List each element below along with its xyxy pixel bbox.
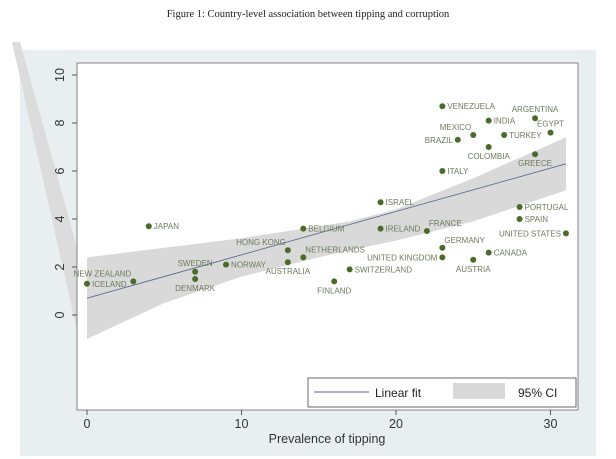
point-label: ARGENTINA	[512, 105, 559, 114]
data-point	[501, 132, 508, 138]
point-label: BELGIUM	[308, 225, 344, 234]
point-label: AUSTRIA	[456, 265, 491, 274]
x-axis-label: Prevalence of tipping	[269, 432, 386, 446]
x-tick-label: 20	[389, 417, 403, 431]
data-point	[516, 204, 523, 210]
point-label: DENMARK	[175, 284, 216, 293]
point-label: VENEZUELA	[447, 102, 495, 111]
point-label: UNITED KINGDOM	[367, 253, 438, 262]
data-point	[300, 225, 307, 232]
point-label: AUSTRALIA	[266, 267, 311, 276]
data-point	[439, 244, 446, 251]
legend: Linear fit 95% CI	[307, 377, 577, 408]
legend-label-fit: Linear fit	[375, 386, 422, 400]
point-label: NORWAY	[231, 261, 267, 270]
data-point	[300, 254, 307, 261]
y-tick-label: 8	[53, 119, 67, 126]
data-point	[192, 276, 199, 282]
y-tick-label: 10	[53, 68, 67, 82]
data-point	[223, 261, 230, 268]
ci-band	[87, 137, 566, 339]
point-label: IRELAND	[386, 225, 421, 234]
data-point	[485, 117, 492, 124]
point-label: GREECE	[518, 159, 552, 168]
x-tick-label: 0	[84, 417, 91, 431]
data-point	[346, 266, 353, 273]
point-label: NEW ZEALAND	[74, 269, 132, 278]
point-label: SWEDEN	[178, 259, 213, 268]
x-tick-label: 30	[544, 417, 558, 431]
point-label: FRANCE	[429, 219, 462, 228]
y-tick-label: 0	[53, 311, 67, 318]
data-point	[532, 115, 539, 122]
data-point	[439, 103, 446, 110]
point-label: UNITED STATES	[499, 229, 561, 238]
data-point	[547, 129, 554, 136]
legend-label-ci: 95% CI	[518, 386, 557, 400]
data-point	[284, 259, 291, 266]
point-label: JAPAN	[154, 222, 179, 231]
legend-band-swatch	[453, 383, 505, 399]
point-label: SWITZERLAND	[355, 265, 413, 274]
data-point	[130, 278, 137, 285]
point-label: TURKEY	[509, 131, 542, 140]
point-label: ICELAND	[92, 280, 127, 289]
point-label: MEXICO	[440, 123, 472, 132]
ci-band-overflow	[12, 42, 80, 335]
data-point	[454, 136, 461, 143]
point-label: ITALY	[447, 167, 469, 176]
data-point	[331, 278, 338, 285]
point-label: PORTUGAL	[525, 203, 569, 212]
linear-fit-line	[86, 163, 567, 299]
y-tick-label: 6	[53, 167, 67, 174]
point-label: GERMANY	[444, 236, 485, 245]
point-label: FINLAND	[317, 286, 351, 295]
data-point	[516, 216, 523, 222]
data-point	[562, 230, 569, 237]
data-point	[377, 199, 384, 206]
point-label: BRAZIL	[425, 136, 454, 145]
data-point	[532, 151, 539, 158]
point-label: COLOMBIA	[468, 152, 511, 161]
point-label: CANADA	[494, 249, 528, 258]
data-point	[470, 132, 477, 138]
point-label: EGYPT	[537, 120, 564, 129]
figure-title: Figure 1: Country-level association betw…	[166, 9, 450, 20]
point-label: SPAIN	[525, 215, 549, 224]
data-point	[377, 225, 384, 232]
data-point	[145, 223, 152, 230]
data-point	[485, 144, 492, 150]
point-label: HONG KONG	[236, 238, 286, 247]
data-point	[84, 280, 90, 287]
y-tick-label: 2	[53, 263, 67, 270]
y-tick-label: 4	[53, 215, 67, 222]
point-label: INDIA	[494, 117, 516, 126]
data-point	[423, 228, 430, 234]
point-label: ISRAEL	[386, 198, 415, 207]
point-label: NETHERLANDS	[305, 245, 365, 254]
data-point	[439, 168, 446, 174]
data-point	[192, 268, 199, 275]
data-point	[284, 247, 291, 254]
data-point	[439, 254, 446, 261]
data-point	[470, 256, 477, 263]
data-point	[485, 249, 492, 256]
x-tick-label: 10	[235, 417, 249, 431]
